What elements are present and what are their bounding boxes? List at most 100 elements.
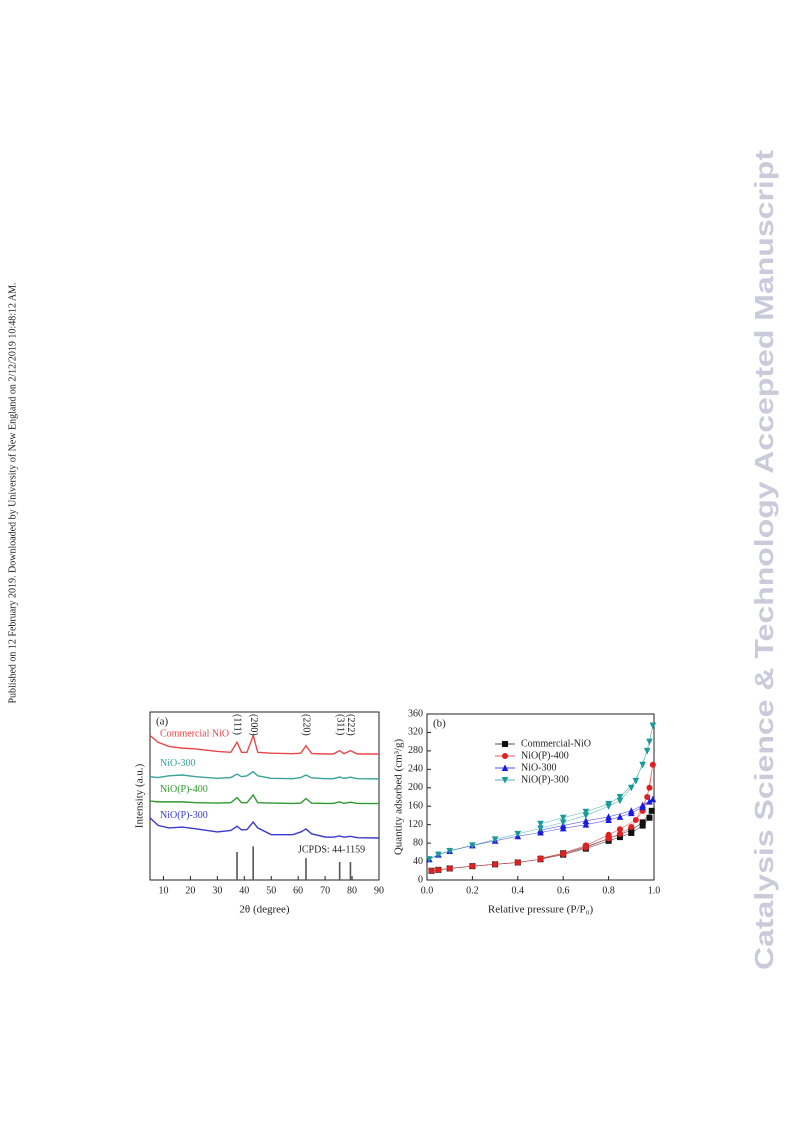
data-point xyxy=(582,817,590,824)
data-point xyxy=(632,777,640,785)
data-point xyxy=(582,821,590,828)
xrd-curve xyxy=(149,817,380,839)
x-tick-label: 70 xyxy=(320,885,330,896)
y-axis-label: Quantity adsorbed (cm³/g) xyxy=(393,739,405,856)
data-point xyxy=(514,859,521,866)
series-label: NiO(P)-300 xyxy=(160,810,208,821)
data-point xyxy=(648,807,655,814)
y-tick-label: 320 xyxy=(408,727,423,738)
legend-marker xyxy=(502,753,508,759)
data-point xyxy=(639,801,646,809)
data-point xyxy=(646,814,653,821)
y-tick-label: 200 xyxy=(408,782,423,793)
data-point xyxy=(639,822,646,829)
data-point xyxy=(616,794,624,801)
x-axis-label: Relative pressure (P/P₀) xyxy=(488,904,594,916)
data-point xyxy=(537,825,544,832)
data-point xyxy=(491,836,499,844)
legend-label: Commercial-NiO xyxy=(521,738,591,749)
data-point xyxy=(514,830,522,838)
y-tick-label: 360 xyxy=(408,708,423,719)
y-tick-label: 80 xyxy=(413,837,423,848)
data-point xyxy=(639,761,646,769)
data-point xyxy=(628,823,635,830)
data-point xyxy=(649,795,657,803)
legend-marker xyxy=(501,764,509,771)
data-point xyxy=(425,856,433,863)
y-tick-label: 120 xyxy=(408,819,423,830)
x-tick-label: 80 xyxy=(347,885,357,896)
data-point xyxy=(646,784,653,791)
legend-label: NiO(P)-300 xyxy=(521,774,569,785)
plot-frame xyxy=(149,711,380,881)
y-tick-label: 40 xyxy=(413,856,423,867)
x-tick-label: 0.4 xyxy=(512,885,525,896)
data-point xyxy=(616,834,623,841)
data-point xyxy=(605,800,612,808)
x-tick-label: 0.2 xyxy=(466,885,479,896)
plot-frame xyxy=(426,713,655,881)
x-axis-label: 2θ (degree) xyxy=(239,904,289,916)
data-point xyxy=(559,814,567,822)
peak-label: (222) xyxy=(345,714,356,736)
watermark: Catalysis Science & Technology Accepted … xyxy=(749,150,779,970)
x-tick-label: 20 xyxy=(185,885,195,896)
series-label: NiO(P)-400 xyxy=(160,784,208,795)
data-point xyxy=(639,819,646,826)
x-tick-label: 0.0 xyxy=(421,885,434,896)
xrd-curve xyxy=(149,793,380,805)
data-point xyxy=(628,784,635,792)
data-point xyxy=(537,855,544,862)
data-point xyxy=(649,761,656,768)
data-point xyxy=(469,842,476,850)
x-tick-label: 60 xyxy=(293,885,303,896)
data-point xyxy=(616,797,624,805)
isotherm-line xyxy=(431,764,654,872)
series-label: Commercial NiO xyxy=(160,729,229,740)
data-point xyxy=(582,812,590,820)
panel-label: (a) xyxy=(156,716,169,728)
data-point xyxy=(582,808,590,816)
y-tick-label: 280 xyxy=(408,745,423,756)
x-tick-label: 30 xyxy=(212,885,222,896)
y-axis-label: Intensity (a.u.) xyxy=(134,763,146,828)
data-point xyxy=(616,813,624,820)
data-point xyxy=(628,827,635,834)
x-tick-label: 50 xyxy=(266,885,276,896)
legend-marker xyxy=(502,741,508,747)
x-tick-label: 40 xyxy=(239,885,249,896)
data-point xyxy=(649,722,657,730)
data-point xyxy=(646,798,653,805)
margin-note: Published on 12 February 2019. Downloade… xyxy=(7,282,18,703)
data-point xyxy=(435,851,442,859)
data-point xyxy=(628,807,635,814)
x-tick-label: 90 xyxy=(374,885,384,896)
peak-label: (111) xyxy=(232,714,243,735)
data-point xyxy=(428,867,435,874)
data-point xyxy=(632,817,639,824)
data-point xyxy=(559,819,567,826)
data-point xyxy=(446,865,453,872)
x-tick-label: 0.8 xyxy=(602,885,615,896)
x-tick-label: 1.0 xyxy=(648,885,661,896)
reference-label: JCPDS: 44-1159 xyxy=(298,844,365,855)
data-point xyxy=(605,813,612,820)
xrd-curve xyxy=(149,770,380,780)
data-point xyxy=(616,830,623,837)
data-point xyxy=(446,847,453,855)
legend-marker xyxy=(501,777,509,784)
data-point xyxy=(644,794,651,800)
data-point xyxy=(616,826,623,833)
x-tick-label: 10 xyxy=(158,885,168,896)
isotherm-line xyxy=(429,725,654,860)
data-point xyxy=(646,738,653,746)
x-tick-label: 0.6 xyxy=(557,885,570,896)
peak-label: (200) xyxy=(248,714,259,736)
data-point xyxy=(492,861,499,868)
y-tick-label: 0 xyxy=(418,874,423,885)
data-point xyxy=(469,863,476,870)
y-tick-label: 160 xyxy=(408,801,423,812)
